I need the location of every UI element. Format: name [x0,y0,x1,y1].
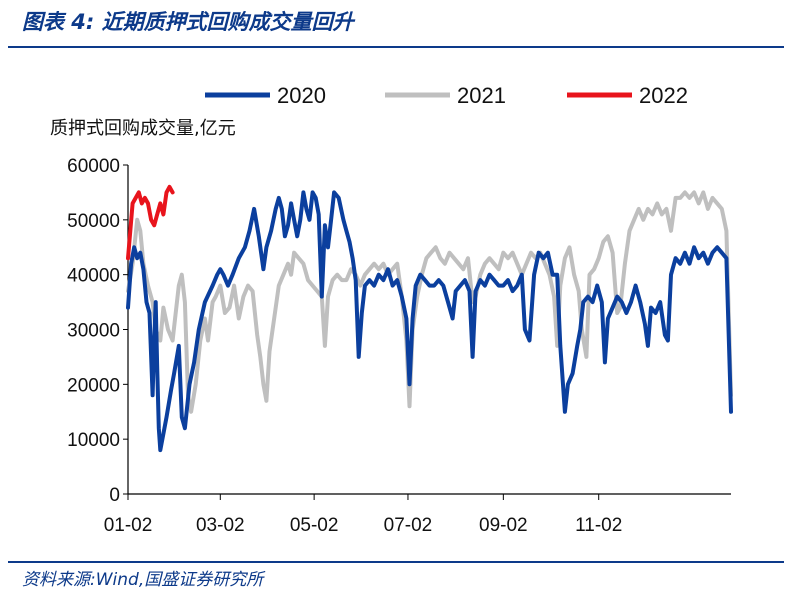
series-line-2020 [126,190,733,453]
y-tick-label: 40000 [67,266,120,287]
legend-label-2022: 2022 [639,83,688,108]
y-tick-label: 10000 [67,430,120,451]
legend-label-2021: 2021 [457,83,506,108]
y-tick-label: 0 [109,485,120,506]
y-tick-label: 50000 [67,211,120,232]
x-axis: 01-02 03-02 05-02 07-02 09-02 11-02 [104,493,731,536]
x-tick-label: 09-02 [479,515,528,536]
x-tick-label: 07-02 [384,515,433,536]
x-tick-label: 03-02 [196,515,245,536]
source-divider [8,561,784,563]
legend: 2020 2021 2022 [205,83,688,108]
x-tick-label: 05-02 [290,515,339,536]
y-axis-label: 质押式回购成交量,亿元 [50,118,236,139]
series-line-2022 [126,184,175,261]
y-tick-label: 60000 [67,156,120,177]
y-tick-label: 20000 [67,375,120,396]
chart: 2020 2021 2022 质押式回购成交量,亿元 0 10000 20000 3000… [50,83,733,536]
title-divider [8,46,784,48]
source-note: 资料来源:Wind,国盛证券研究所 [22,570,264,590]
legend-label-2020: 2020 [277,83,326,108]
y-axis: 0 10000 20000 30000 40000 50000 60000 [67,156,129,506]
y-tick-label: 30000 [67,321,120,342]
plot-area [126,184,733,453]
x-tick-label: 01-02 [104,515,153,536]
x-tick-label: 11-02 [575,515,622,536]
chart-title: 图表 4: 近期质押式回购成交量回升 [22,10,354,34]
